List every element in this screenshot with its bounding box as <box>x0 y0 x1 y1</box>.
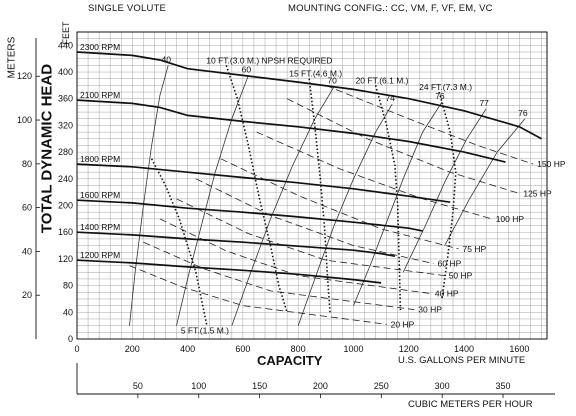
npsh-curve <box>438 91 457 300</box>
header-left: SINGLE VOLUTE <box>88 3 167 14</box>
rpm-curve <box>76 199 423 232</box>
npsh-curve <box>225 65 288 313</box>
x-tick-label: 1400 <box>454 344 474 354</box>
npsh-curve-label: 10 FT.(3.0 M.) NPSH REQUIRED <box>206 55 332 65</box>
y-tick-label: 240 <box>58 174 73 184</box>
hp-curve-label: 100 HP <box>496 214 525 224</box>
y2-tick-label: 120 <box>17 71 32 81</box>
npsh-curve <box>374 85 402 313</box>
y-tick-label: 40 <box>63 307 73 317</box>
npsh-curve <box>150 158 208 326</box>
rpm-curve <box>76 51 542 140</box>
rpm-curve <box>76 259 382 284</box>
x2-tick-label: 200 <box>313 381 328 391</box>
y-tick-label: 400 <box>58 67 73 77</box>
hp-curve-label: 125 HP <box>523 189 552 199</box>
hp-curve <box>286 98 520 194</box>
npsh-curve-label: 15 FT.(4.6 M.) <box>289 69 342 79</box>
rpm-curve-label: 2100 RPM <box>80 90 120 100</box>
hp-curve <box>176 198 445 276</box>
hp-curve <box>129 265 387 325</box>
y-tick-label: 200 <box>58 201 73 211</box>
hp-curve-label: 20 HP <box>391 319 415 329</box>
capacity-label: CAPACITY <box>257 353 323 368</box>
hp-curve <box>220 158 459 250</box>
y-tick-label: 320 <box>58 120 73 130</box>
efficiency-curve-label: 77 <box>479 98 489 108</box>
hp-curve-label: 60 HP <box>438 259 462 269</box>
x2-tick-label: 100 <box>191 381 206 391</box>
hp-curve <box>159 218 431 294</box>
x-tick-label: 600 <box>235 344 250 354</box>
y-tick-label: 440 <box>58 40 73 50</box>
npsh-curve-label: 20 FT.(6.1 M.) <box>356 75 409 85</box>
efficiency-curve-label: 40 <box>162 54 172 64</box>
rpm-curve <box>76 231 396 258</box>
y2-tick-label: 40 <box>22 246 32 256</box>
y-tick-label: 360 <box>58 94 73 104</box>
rpm-curve-label: 2300 RPM <box>80 42 120 52</box>
y-tick-label: 280 <box>58 147 73 157</box>
efficiency-curve <box>444 118 526 246</box>
x-tick-label: 1600 <box>509 344 529 354</box>
efficiency-curve-label: 76 <box>518 108 528 118</box>
hp-curve-label: 30 HP <box>418 305 442 315</box>
efficiency-curve-label: 74 <box>385 93 395 103</box>
hp-curve-label: 75 HP <box>463 244 487 254</box>
efficiency-curve <box>297 103 393 326</box>
efficiency-curve-label: 60 <box>242 64 252 74</box>
efficiency-curve <box>402 108 487 273</box>
y-tick-label: 120 <box>58 254 73 264</box>
efficiency-curve <box>231 86 335 326</box>
x-tick-label: 1200 <box>399 344 419 354</box>
y2-tick-label: 100 <box>17 115 32 125</box>
x-tick-label: 400 <box>180 344 195 354</box>
rpm-curve-label: 1600 RPM <box>80 190 120 200</box>
x-tick-label: 200 <box>125 344 140 354</box>
y2-tick-label: 60 <box>22 203 32 213</box>
hp-curve <box>325 85 534 165</box>
x2-tick-label: 50 <box>133 381 143 391</box>
rpm-curve <box>76 99 506 163</box>
efficiency-curve <box>129 65 169 326</box>
rpm-curve-label: 1800 RPM <box>80 154 120 164</box>
x2-tick-label: 300 <box>435 381 450 391</box>
hp-curve <box>195 178 434 264</box>
y-tick-label: 160 <box>58 227 73 237</box>
npsh-curve-label: 24 FT.(7.3 M.) <box>419 82 472 92</box>
rpm-curve-label: 1400 RPM <box>80 222 120 232</box>
rpm-curve <box>76 163 451 204</box>
npsh-curve <box>308 78 331 313</box>
x2-tick-label: 250 <box>374 381 389 391</box>
gpm-unit-label: U.S. GALLONS PER MINUTE <box>398 355 526 366</box>
hp-curve-label: 150 HP <box>537 159 566 169</box>
x2-tick-label: 350 <box>496 381 511 391</box>
npsh-curve-label: 5 FT.(1.5 M.) <box>181 326 229 336</box>
efficiency-curve-label: 70 <box>327 76 337 86</box>
efficiency-curve <box>176 75 249 326</box>
y-tick-label: 80 <box>63 281 73 291</box>
plot-frame <box>76 31 548 340</box>
x-tick-label: 0 <box>74 344 79 354</box>
hp-curve-label: 50 HP <box>449 271 473 281</box>
hp-curve <box>256 131 492 220</box>
x-tick-label: 1000 <box>343 344 363 354</box>
y2-tick-label: 20 <box>22 290 32 300</box>
rpm-curve-label: 1200 RPM <box>80 250 120 260</box>
y-tick-label: 0 <box>68 334 73 344</box>
x-tick-label: 800 <box>291 344 306 354</box>
m3h-unit-label: CUBIC METERS PER HOUR <box>408 399 533 410</box>
header-right: MOUNTING CONFIG.: CC, VM, F, VF, EM, VC <box>288 3 493 14</box>
hp-curve <box>143 241 415 310</box>
hp-curve-label: 40 HP <box>435 289 459 299</box>
x2-tick-label: 150 <box>252 381 267 391</box>
y2-tick-label: 80 <box>22 159 32 169</box>
efficiency-curve <box>353 101 443 306</box>
